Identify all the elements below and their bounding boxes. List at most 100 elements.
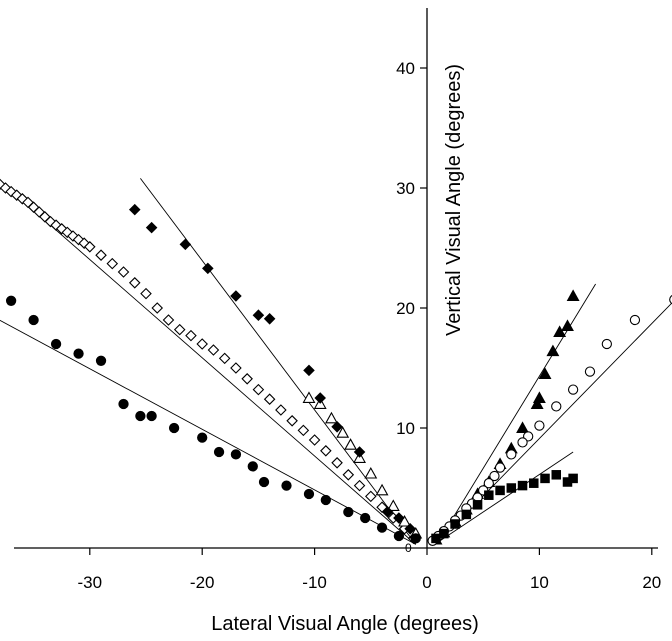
data-markers [0, 178, 672, 546]
data-point [546, 344, 560, 357]
data-point [314, 392, 326, 404]
data-point [364, 466, 378, 479]
data-point [410, 533, 421, 544]
data-point [344, 438, 358, 450]
data-point [489, 470, 500, 482]
data-point [145, 221, 158, 234]
data-point [218, 352, 231, 365]
data-point [146, 410, 157, 422]
fit-line [0, 180, 417, 545]
data-point [263, 393, 276, 405]
data-point [185, 329, 197, 342]
x-tick-label: -20 [190, 573, 215, 592]
data-point [561, 319, 574, 331]
data-point [343, 506, 354, 518]
data-point [342, 469, 355, 481]
y-tick-label: 40 [396, 59, 415, 78]
data-point [506, 449, 517, 460]
y-tick-label: 20 [396, 299, 415, 318]
data-point [353, 446, 366, 458]
data-point [303, 488, 315, 500]
data-point [336, 426, 350, 438]
data-point [258, 476, 270, 488]
data-point [179, 238, 192, 251]
data-point [320, 445, 332, 457]
data-point [5, 295, 17, 306]
data-point [375, 483, 389, 496]
data-point [286, 415, 298, 427]
x-tick-label: -30 [78, 573, 103, 592]
y-tick-label: 10 [396, 419, 415, 438]
data-point [241, 373, 253, 385]
data-point [495, 485, 505, 496]
x-tick-label: 0 [422, 573, 431, 592]
data-point [398, 514, 411, 527]
data-point [303, 364, 315, 377]
data-point [538, 367, 552, 379]
data-point [386, 499, 400, 511]
data-point [173, 323, 186, 336]
data-point [84, 241, 96, 253]
data-point [168, 422, 180, 434]
data-point [302, 391, 316, 403]
data-point [128, 277, 141, 289]
fit-line [437, 451, 574, 543]
data-point [584, 366, 596, 377]
data-point [5, 185, 17, 198]
data-point [393, 530, 405, 542]
data-point [566, 289, 580, 301]
data-point [431, 533, 441, 544]
x-tick-label: -10 [302, 573, 327, 592]
data-point [197, 432, 208, 443]
data-point [320, 494, 331, 506]
fit-line [437, 302, 672, 543]
y-axis-title: Vertical Visual Angle (degrees) [443, 64, 465, 336]
data-point [530, 397, 544, 409]
data-point [151, 302, 164, 314]
data-point [553, 325, 567, 337]
data-point [376, 522, 388, 533]
data-point [517, 480, 528, 491]
data-point [252, 309, 265, 321]
data-point [118, 398, 129, 410]
data-point [669, 294, 672, 305]
data-point [461, 509, 472, 520]
data-point [281, 480, 292, 491]
data-point [50, 338, 62, 350]
data-point [297, 424, 310, 437]
data-point [331, 457, 343, 469]
data-point [135, 410, 146, 422]
fit-line [0, 319, 416, 545]
data-point [140, 287, 152, 300]
data-point [117, 266, 130, 278]
data-point [230, 290, 242, 302]
data-point [106, 257, 119, 270]
data-point [506, 483, 517, 493]
data-point [308, 434, 321, 446]
data-point [73, 348, 84, 359]
data-point [629, 314, 641, 326]
data-point [263, 313, 276, 325]
data-point [128, 203, 141, 216]
data-point [450, 519, 460, 529]
data-point [517, 437, 528, 448]
data-point [95, 249, 107, 261]
fit-lines [0, 178, 672, 545]
data-point [162, 314, 175, 326]
data-point [95, 355, 107, 366]
data-point [472, 500, 483, 510]
data-point [28, 314, 39, 326]
data-point [551, 401, 562, 412]
data-point [275, 404, 287, 416]
tick-labels: -50-40-30-20-10010203010203040 [78, 59, 662, 592]
data-point [247, 461, 258, 472]
x-axis-title: Lateral Visual Angle (degrees) [211, 613, 479, 635]
fit-line [140, 178, 417, 545]
data-point [483, 478, 494, 489]
data-point [601, 338, 612, 350]
axes [14, 8, 658, 555]
data-point [252, 383, 265, 396]
data-point [516, 421, 529, 433]
data-point [393, 512, 405, 524]
